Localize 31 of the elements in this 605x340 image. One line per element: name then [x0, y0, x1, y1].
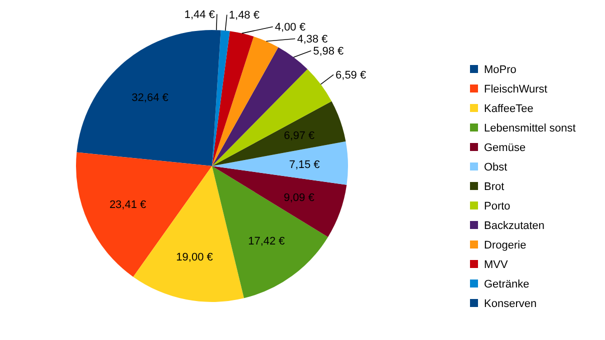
legend-label: KaffeeTee — [484, 102, 534, 115]
data-label: 23,41 € — [109, 199, 146, 212]
legend-label: Obst — [484, 161, 508, 174]
legend-label: FleischWurst — [484, 83, 548, 96]
legend-label: MoPro — [484, 64, 516, 76]
data-label: 7,15 € — [289, 158, 320, 171]
pie-slice — [76, 152, 212, 277]
data-label: 17,42 € — [248, 236, 285, 248]
data-label: 5,98 € — [313, 46, 344, 58]
data-label: 6,59 € — [336, 70, 366, 82]
data-label: 4,38 € — [297, 34, 328, 46]
legend-label: MVV — [484, 258, 508, 271]
data-label: 1,48 € — [228, 10, 260, 22]
data-label: 4,00 € — [274, 22, 306, 34]
pie-slice — [212, 31, 254, 166]
legend-label: Lebensmittel sonst — [484, 122, 576, 134]
pie-slice — [212, 36, 278, 166]
legend-label: Gemüse — [484, 142, 526, 154]
data-label: 6,97 € — [284, 130, 315, 142]
legend-label: Brot — [484, 180, 504, 193]
data-label: 32,64 € — [132, 92, 168, 104]
legend-label: Drogerie — [484, 239, 526, 252]
legend-label: Porto — [484, 200, 510, 212]
legend-label: Getränke — [484, 278, 530, 290]
pie-slice — [212, 30, 230, 166]
data-label: 9,09 € — [284, 192, 314, 204]
data-label: 1,44 € — [184, 8, 215, 21]
data-label: 19,00 € — [176, 252, 213, 264]
legend-label: Backzutaten — [484, 220, 545, 232]
legend-label: Konserven — [484, 298, 537, 310]
pie-slice — [212, 141, 348, 185]
